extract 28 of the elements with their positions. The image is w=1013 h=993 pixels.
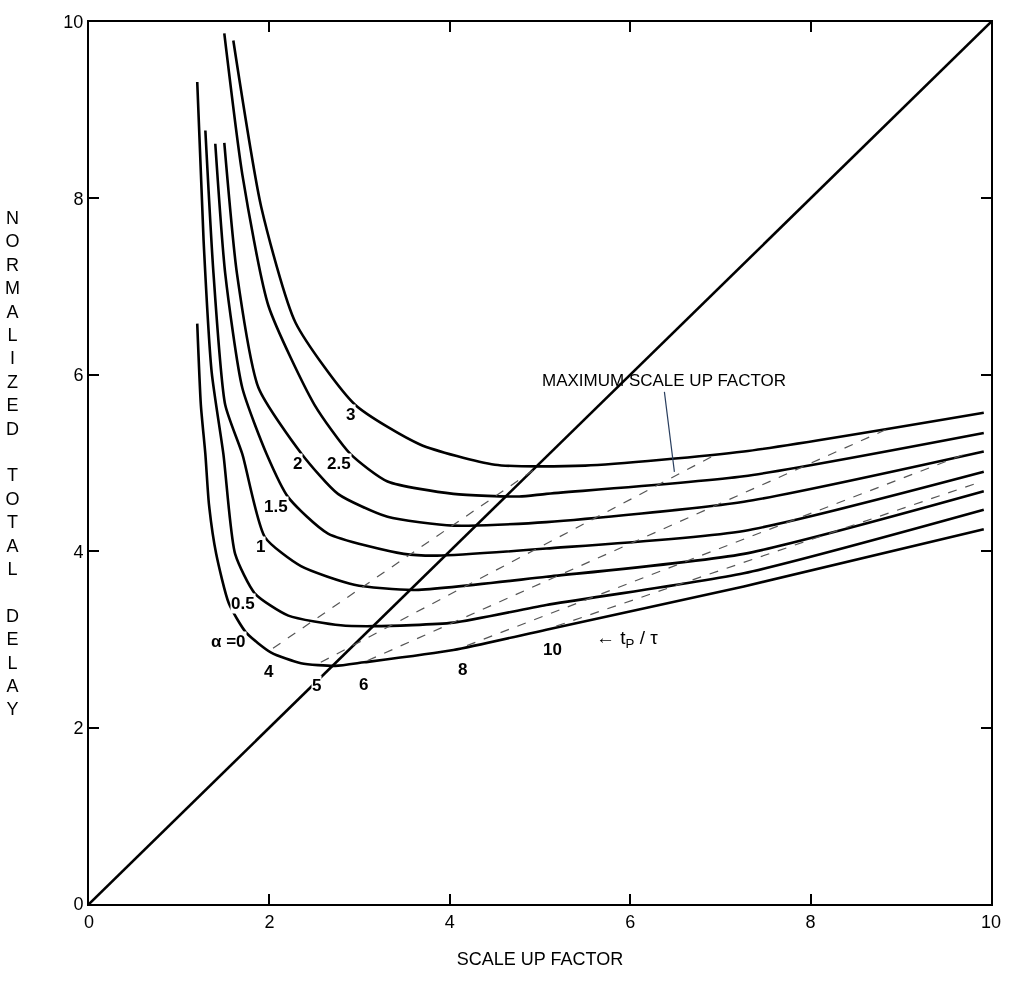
series-label: 6 [359,675,369,694]
x-tick-label: 6 [625,911,636,932]
series-label: 5 [312,676,322,695]
series-label: 2.5 [327,454,351,473]
x-tick-label: 2 [264,911,275,932]
annotation: ← t$_{P}$ / τ [596,627,659,651]
y-tick-label: 6 [73,365,84,386]
series-label: 10 [543,640,562,659]
y-tick-label: 0 [73,894,84,915]
x-tick-label: 8 [805,911,816,932]
series-label: 2 [293,454,303,473]
x-tick-label: 4 [444,911,455,932]
annotation: MAXIMUM SCALE UP FACTOR [542,371,787,390]
y-tick-label: 10 [63,12,84,33]
series-label: 1.5 [264,497,288,516]
x-axis-title: SCALE UP FACTOR [456,949,624,970]
series-label: 0.5 [231,594,255,613]
series-label: 8 [458,660,468,679]
x-tick-label: 10 [980,911,1002,932]
line-series [195,80,986,628]
series-label: 1 [256,537,266,556]
y-tick-label: 2 [73,717,84,738]
text: NORMALIZED TOTAL DELAY [5,208,20,720]
series-label: 4 [264,662,274,681]
y-tick-label: 8 [73,188,84,209]
series-label: 3 [346,405,356,424]
series-label: α =0 [211,632,246,651]
y-tick-label: 4 [73,541,84,562]
